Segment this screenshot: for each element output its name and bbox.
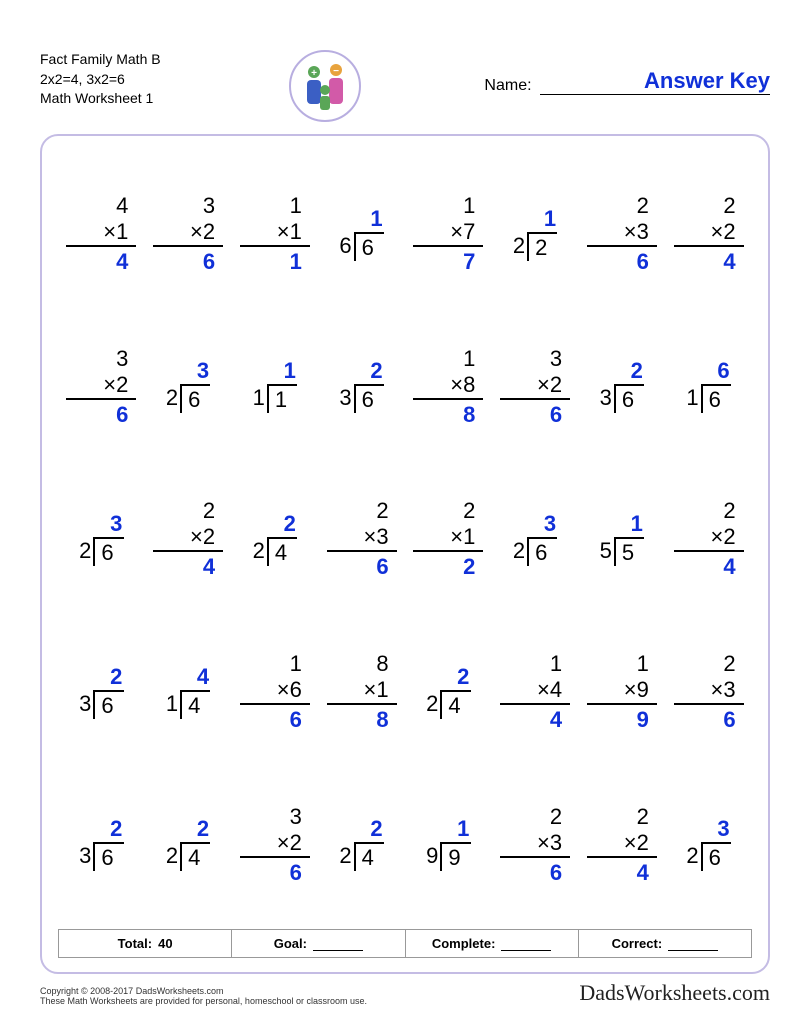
multiplication-problem: 1×88: [413, 346, 483, 428]
footer-note: These Math Worksheets are provided for p…: [40, 996, 367, 1006]
multiplication-problem: 2×36: [500, 804, 570, 886]
multiplication-problem: 1×11: [240, 193, 310, 275]
division-problem: 166: [327, 208, 397, 261]
multiplication-problem: 2×36: [327, 498, 397, 580]
brand-text: DadsWorksheets.com: [579, 980, 770, 1006]
division-problem: 326: [674, 818, 744, 871]
title-line-1: Fact Family Math B: [40, 50, 280, 70]
copyright-text: Copyright © 2008-2017 DadsWorksheets.com: [40, 986, 367, 996]
division-problem: 236: [327, 360, 397, 413]
division-problem: 199: [413, 818, 483, 871]
multiplication-problem: 1×77: [413, 193, 483, 275]
multiplication-problem: 3×26: [500, 346, 570, 428]
summary-goal: Goal:: [232, 930, 405, 957]
multiplication-problem: 2×36: [587, 193, 657, 275]
svg-text:−: −: [333, 66, 339, 77]
multiplication-problem: 4×14: [66, 193, 136, 275]
multiplication-problem: 1×44: [500, 651, 570, 733]
summary-row: Total: 40 Goal: Complete: Correct:: [58, 929, 752, 958]
name-field-area: Name: Answer Key: [370, 50, 770, 95]
division-problem: 326: [500, 513, 570, 566]
footer-left: Copyright © 2008-2017 DadsWorksheets.com…: [40, 986, 367, 1006]
title-line-3: Math Worksheet 1: [40, 89, 280, 109]
multiplication-problem: 2×24: [674, 498, 744, 580]
summary-total: Total: 40: [59, 930, 232, 957]
division-problem: 326: [153, 360, 223, 413]
multiplication-problem: 3×26: [153, 193, 223, 275]
division-problem: 326: [66, 513, 136, 566]
division-problem: 224: [153, 818, 223, 871]
summary-correct: Correct:: [579, 930, 751, 957]
name-label: Name:: [484, 77, 531, 94]
division-problem: 111: [240, 360, 310, 413]
multiplication-problem: 2×36: [674, 651, 744, 733]
name-line: Answer Key: [540, 68, 770, 95]
multiplication-problem: 1×66: [240, 651, 310, 733]
multiplication-problem: 3×26: [66, 346, 136, 428]
division-problem: 155: [587, 513, 657, 566]
multiplication-problem: 2×24: [674, 193, 744, 275]
multiplication-problem: 2×24: [153, 498, 223, 580]
worksheet-header: Fact Family Math B 2x2=4, 3x2=6 Math Wor…: [40, 50, 770, 122]
division-problem: 224: [413, 666, 483, 719]
family-logo-icon: + −: [289, 50, 361, 122]
multiplication-problem: 3×26: [240, 804, 310, 886]
svg-text:+: +: [311, 68, 317, 79]
division-problem: 122: [500, 208, 570, 261]
division-problem: 414: [153, 666, 223, 719]
division-problem: 236: [587, 360, 657, 413]
summary-complete: Complete:: [406, 930, 579, 957]
division-problem: 616: [674, 360, 744, 413]
multiplication-problem: 2×24: [587, 804, 657, 886]
division-problem: 236: [66, 818, 136, 871]
multiplication-problem: 2×12: [413, 498, 483, 580]
division-problem: 224: [327, 818, 397, 871]
worksheet-frame: 4×143×261×111661×771222×362×243×26326111…: [40, 134, 770, 974]
multiplication-problem: 1×99: [587, 651, 657, 733]
logo-container: + −: [280, 50, 370, 122]
answer-key-text: Answer Key: [644, 68, 770, 95]
footer: Copyright © 2008-2017 DadsWorksheets.com…: [40, 980, 770, 1006]
division-problem: 236: [66, 666, 136, 719]
multiplication-problem: 8×18: [327, 651, 397, 733]
problem-grid: 4×143×261×111661×771222×362×243×26326111…: [58, 158, 752, 921]
title-line-2: 2x2=4, 3x2=6: [40, 70, 280, 90]
division-problem: 224: [240, 513, 310, 566]
header-titles: Fact Family Math B 2x2=4, 3x2=6 Math Wor…: [40, 50, 280, 109]
